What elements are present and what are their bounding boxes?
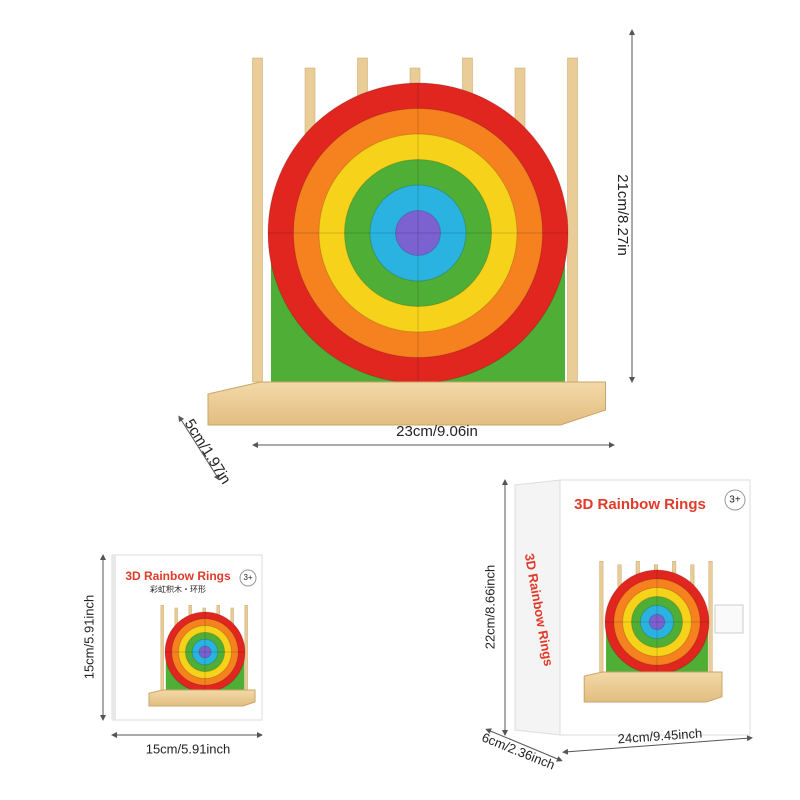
box-depth: 6cm/2.36inch: [480, 730, 557, 773]
base: [583, 671, 723, 703]
booklet-height: 15cm/5.91inch: [81, 595, 96, 680]
box-width-line: [562, 735, 753, 755]
toy: [207, 57, 606, 426]
age-badge: [239, 569, 257, 587]
booklet-age: 3+: [243, 573, 252, 582]
box-height: 22cm/8.66inch: [482, 565, 497, 650]
box-width: 24cm/9.45inch: [617, 726, 702, 747]
box-toy: [583, 561, 723, 703]
box-age-badge: [724, 489, 746, 511]
depth-line: [178, 415, 220, 481]
rod: [599, 561, 604, 673]
rod: [708, 561, 713, 673]
base: [207, 381, 606, 426]
box-depth-line: [485, 728, 563, 762]
ring: [198, 645, 212, 659]
toy-width: 23cm/9.06in: [396, 423, 478, 440]
toy-depth: 5cm/1.97in: [181, 416, 234, 487]
box-title: 3D Rainbow Rings: [574, 496, 706, 513]
rod: [252, 57, 263, 383]
ring: [395, 210, 441, 256]
rod: [160, 605, 164, 691]
box-age: 3+: [729, 495, 741, 506]
booklet-width: 15cm/5.91inch: [146, 741, 231, 756]
base: [148, 689, 256, 707]
booklet-toy: [148, 605, 256, 707]
booklet-title: 3D Rainbow Rings: [125, 569, 231, 583]
booklet-spine: [112, 555, 116, 720]
rod: [567, 57, 578, 383]
ring: [648, 613, 666, 631]
booklet-subtitle: 彩虹积木・环形: [150, 584, 206, 594]
toy-height: 21cm/8.27in: [614, 174, 631, 256]
box-thumbnail: [714, 604, 744, 634]
